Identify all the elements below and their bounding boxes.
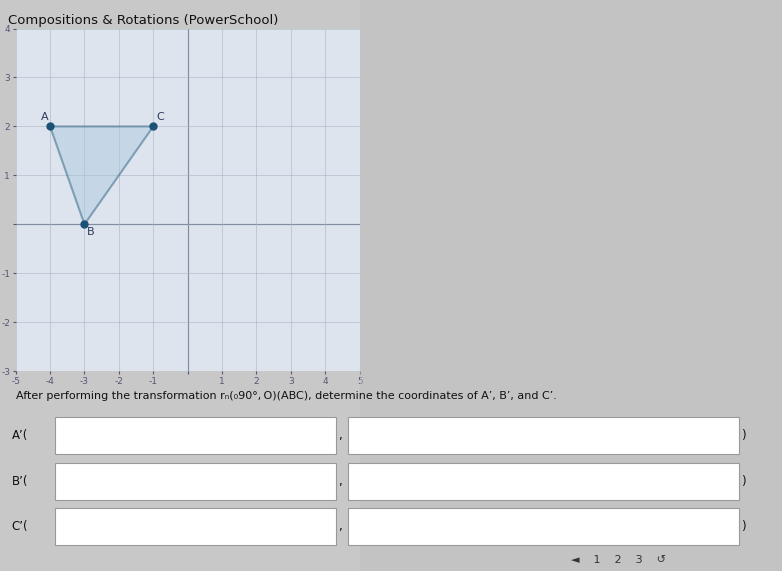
Text: A: A	[41, 112, 48, 122]
Text: ,: ,	[339, 475, 342, 488]
Text: Compositions & Rotations (PowerSchool): Compositions & Rotations (PowerSchool)	[8, 14, 278, 27]
Text: B: B	[88, 227, 95, 237]
Text: ◄    1    2    3    ↺: ◄ 1 2 3 ↺	[571, 555, 665, 565]
Text: After performing the transformation rₙ(₀90°, O)(ABC), determine the coordinates : After performing the transformation rₙ(₀…	[16, 391, 557, 401]
Text: B’(: B’(	[12, 475, 28, 488]
Text: ): )	[741, 475, 746, 488]
Text: ,: ,	[339, 429, 342, 442]
Text: C’(: C’(	[12, 520, 28, 533]
Text: ): )	[741, 520, 746, 533]
Text: A’(: A’(	[12, 429, 28, 442]
Text: C: C	[156, 112, 163, 122]
Polygon shape	[50, 126, 153, 224]
Text: ): )	[741, 429, 746, 442]
Text: ,: ,	[339, 520, 342, 533]
